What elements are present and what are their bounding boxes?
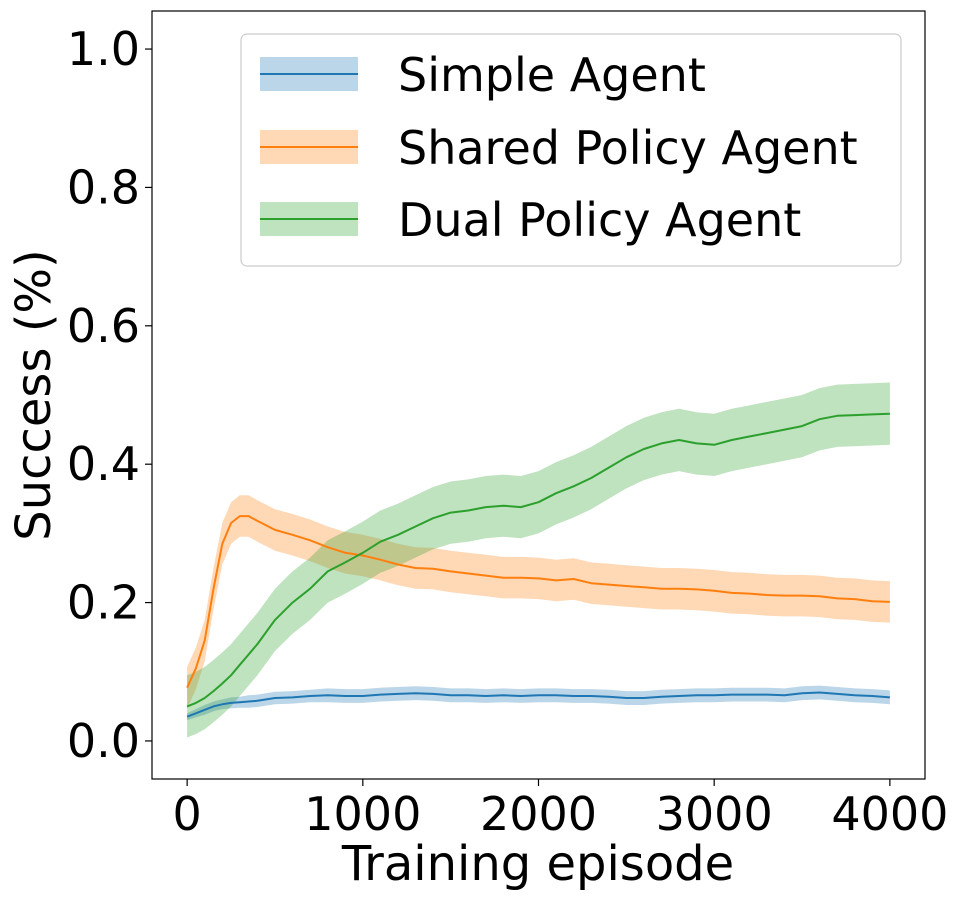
- confidence-bands: [187, 382, 890, 738]
- legend-entry-shared-policy-agent: Shared Policy Agent: [260, 121, 858, 175]
- line-shared-policy-agent: [186, 515, 890, 689]
- legend: Simple Agent Shared Policy Agent Dual Po…: [240, 33, 902, 267]
- legend-label-dual-policy-agent: Dual Policy Agent: [398, 193, 801, 247]
- x-tick-label: 2000: [480, 787, 597, 841]
- x-axis-ticks: 0 1000 2000 3000 4000: [172, 779, 948, 841]
- legend-label-shared-policy-agent: Shared Policy Agent: [398, 121, 858, 175]
- y-tick-label: 0.0: [67, 714, 140, 768]
- x-tick-label: 3000: [656, 787, 773, 841]
- band-simple-agent: [187, 685, 890, 721]
- x-tick-label: 1000: [304, 787, 421, 841]
- x-tick-label: 4000: [831, 787, 948, 841]
- band-shared-policy-agent: [187, 495, 890, 709]
- y-tick-label: 0.6: [67, 299, 140, 353]
- legend-label-simple-agent: Simple Agent: [398, 48, 706, 102]
- series-lines: [186, 412, 890, 718]
- legend-entry-simple-agent: Simple Agent: [260, 48, 706, 102]
- y-axis-ticks: 0.0 0.2 0.4 0.6 0.8 1.0: [67, 22, 152, 768]
- x-tick-label: 0: [172, 787, 201, 841]
- y-tick-label: 0.2: [67, 576, 140, 630]
- legend-entry-dual-policy-agent: Dual Policy Agent: [260, 193, 801, 247]
- x-axis-label: Training episode: [341, 836, 734, 892]
- band-dual-policy-agent: [187, 382, 890, 738]
- line-dual-policy-agent: [186, 412, 890, 708]
- y-tick-label: 0.4: [67, 437, 140, 491]
- legend-box: [240, 33, 902, 267]
- y-tick-label: 0.8: [67, 160, 140, 214]
- line-simple-agent: [186, 691, 890, 718]
- y-tick-label: 1.0: [67, 22, 140, 76]
- y-axis-label: Success (%): [6, 249, 62, 541]
